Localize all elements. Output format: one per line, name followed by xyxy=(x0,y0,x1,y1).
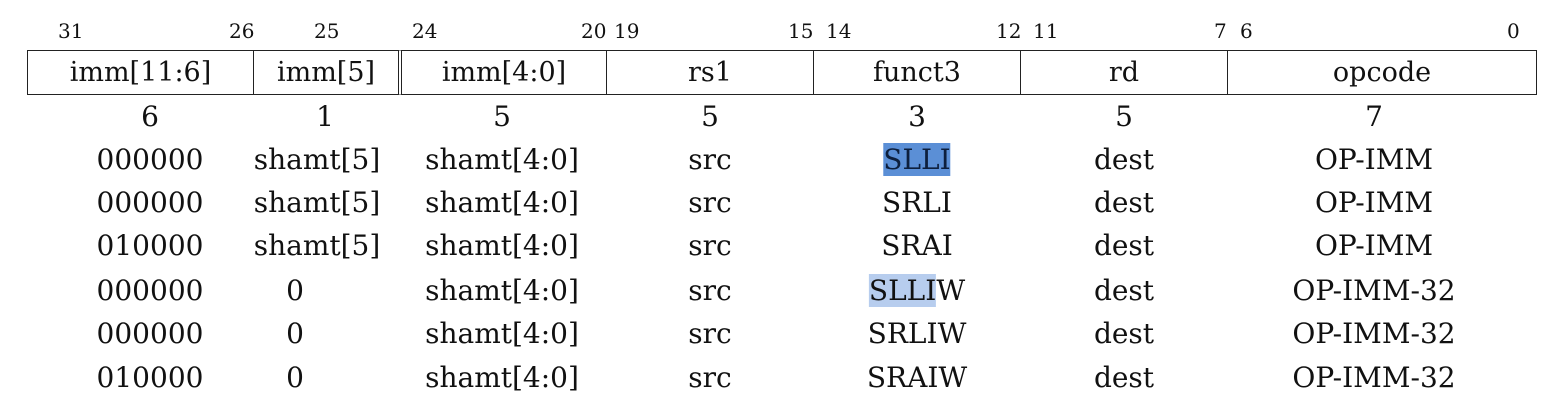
bit-position-24: 24 xyxy=(412,19,438,43)
field-imm-5: imm[5] xyxy=(253,50,398,95)
row-6-imm-4-0: shamt[4:0] xyxy=(425,361,579,394)
field-label: opcode xyxy=(1332,57,1432,88)
row-4-funct3: SLLIW xyxy=(868,274,966,308)
row-2-imm-11-6: 000000 xyxy=(96,186,204,219)
row-5-opcode: OP-IMM-32 xyxy=(1292,317,1456,350)
field-rd: rd xyxy=(1020,50,1227,95)
bit-position-19: 19 xyxy=(614,19,640,43)
row-3-rd: dest xyxy=(1093,229,1155,262)
width-rd: 5 xyxy=(1115,100,1133,133)
funct3-suffix: W xyxy=(936,274,966,307)
row-5-imm-11-6: 000000 xyxy=(96,317,204,350)
width-imm-4-0: 5 xyxy=(493,100,511,133)
row-2-opcode: OP-IMM xyxy=(1314,186,1434,219)
row-3-funct3: SRAI xyxy=(881,229,953,262)
row-1-imm-4-0: shamt[4:0] xyxy=(425,143,579,176)
row-4-rs1: src xyxy=(688,274,732,307)
row-6-opcode: OP-IMM-32 xyxy=(1292,361,1456,394)
row-5-funct3: SRLIW xyxy=(867,317,967,350)
row-1-imm-11-6: 000000 xyxy=(96,143,204,176)
field-rs1: rs1 xyxy=(606,50,813,95)
field-imm-11-6: imm[11:6] xyxy=(27,50,253,95)
row-2-funct3: SRLI xyxy=(882,186,952,219)
row-6-imm-5: 0 xyxy=(286,361,304,394)
row-4-imm-5: 0 xyxy=(286,274,304,307)
field-imm-4-0: imm[4:0] xyxy=(398,50,606,95)
bit-position-25: 25 xyxy=(314,19,340,43)
field-funct3: funct3 xyxy=(813,50,1020,95)
row-4-rd: dest xyxy=(1093,274,1155,307)
bit-position-26: 26 xyxy=(229,19,255,43)
row-6-imm-11-6: 010000 xyxy=(96,361,204,394)
width-opcode: 7 xyxy=(1365,100,1383,133)
row-1-rd: dest xyxy=(1093,143,1155,176)
row-2-imm-4-0: shamt[4:0] xyxy=(425,186,579,219)
bit-position-12: 12 xyxy=(996,19,1022,43)
width-imm-5: 1 xyxy=(316,100,334,133)
field-label: imm[4:0] xyxy=(441,57,567,88)
bit-position-11: 11 xyxy=(1033,19,1059,43)
field-opcode: opcode xyxy=(1227,50,1537,95)
row-3-imm-4-0: shamt[4:0] xyxy=(425,229,579,262)
row-5-imm-4-0: shamt[4:0] xyxy=(425,317,579,350)
bit-position-15: 15 xyxy=(788,19,814,43)
field-label: imm[5] xyxy=(276,57,376,88)
row-6-funct3: SRAIW xyxy=(866,361,968,394)
row-3-imm-11-6: 010000 xyxy=(96,229,204,262)
field-label: imm[11:6] xyxy=(69,57,212,88)
row-4-imm-11-6: 000000 xyxy=(96,274,204,307)
row-2-rs1: src xyxy=(688,186,732,219)
row-5-rd: dest xyxy=(1093,317,1155,350)
bit-position-20: 20 xyxy=(581,19,607,43)
row-3-opcode: OP-IMM xyxy=(1314,229,1434,262)
row-1-rs1: src xyxy=(688,143,732,176)
row-3-imm-5: shamt[5] xyxy=(253,229,381,262)
row-2-rd: dest xyxy=(1093,186,1155,219)
width-rs1: 5 xyxy=(701,100,719,133)
selection-highlight-partial: SLLI xyxy=(868,274,937,307)
selection-highlight: SLLI xyxy=(883,143,951,176)
field-label: rd xyxy=(1108,57,1140,88)
field-label: rs1 xyxy=(688,57,732,88)
row-1-imm-5: shamt[5] xyxy=(253,143,381,176)
row-6-rd: dest xyxy=(1093,361,1155,394)
row-4-imm-4-0: shamt[4:0] xyxy=(425,274,579,307)
row-5-rs1: src xyxy=(688,317,732,350)
bit-position-0: 0 xyxy=(1507,19,1520,43)
row-3-rs1: src xyxy=(688,229,732,262)
row-5-imm-5: 0 xyxy=(286,317,304,350)
row-4-opcode: OP-IMM-32 xyxy=(1292,274,1456,307)
bit-position-7: 7 xyxy=(1214,19,1227,43)
bit-position-6: 6 xyxy=(1240,19,1253,43)
width-imm-11-6: 6 xyxy=(141,100,159,133)
row-1-funct3: SLLI xyxy=(883,143,951,177)
row-1-opcode: OP-IMM xyxy=(1314,143,1434,176)
bit-position-14: 14 xyxy=(826,19,852,43)
row-2-imm-5: shamt[5] xyxy=(253,186,381,219)
bit-position-31: 31 xyxy=(58,19,84,43)
row-6-rs1: src xyxy=(688,361,732,394)
width-funct3: 3 xyxy=(908,100,926,133)
field-label: funct3 xyxy=(873,57,961,88)
